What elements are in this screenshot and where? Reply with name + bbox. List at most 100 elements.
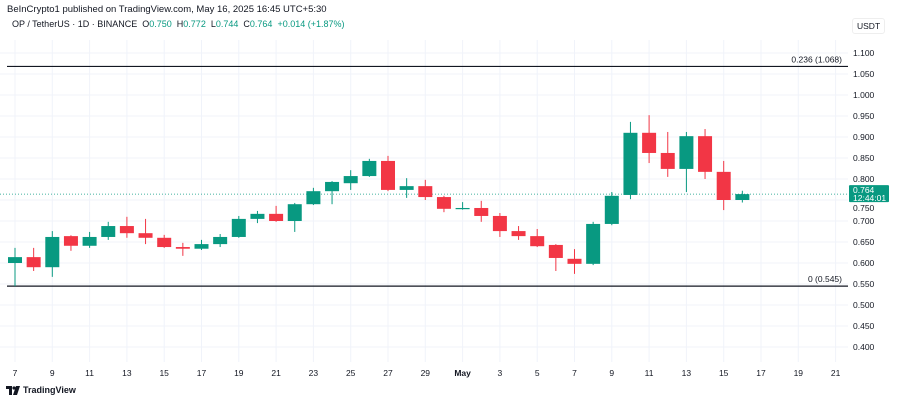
fib-level-label: 0.236 (1.068)	[791, 54, 842, 64]
y-tick-label: 0.500	[853, 300, 875, 310]
close-label: C	[243, 19, 250, 29]
candle-down	[436, 197, 451, 209]
brand-name: TradingView	[23, 385, 76, 395]
y-tick-label: 0.400	[853, 342, 875, 352]
high-value: 0.772	[183, 19, 206, 29]
candle-down	[63, 236, 78, 246]
candle-down	[511, 231, 526, 237]
y-tick-label: 0.950	[853, 111, 875, 121]
candle-up	[455, 207, 470, 210]
last-price-badge	[849, 185, 889, 203]
open-label: O	[142, 19, 150, 29]
candle-down	[381, 160, 395, 190]
x-tick-label: 23	[309, 368, 319, 378]
fib-level-label: 0 (0.545)	[808, 274, 842, 284]
x-tick-label: 7	[13, 368, 18, 378]
y-tick-label: 0.800	[853, 174, 875, 184]
low-label: L	[210, 19, 216, 29]
x-tick-label: 17	[197, 368, 207, 378]
currency-label[interactable]: USDT	[852, 18, 886, 34]
y-tick-label: 0.650	[853, 237, 875, 247]
candle-up	[8, 257, 22, 263]
x-tick-label: 15	[159, 368, 169, 378]
candle-up	[82, 236, 97, 246]
x-tick-label: 11	[85, 368, 94, 378]
last-price-value: 0.764	[853, 185, 875, 195]
candle-down	[474, 207, 489, 216]
candle-down	[530, 236, 545, 247]
x-tick-label: 21	[271, 368, 281, 378]
x-tick-label: 29	[421, 368, 431, 378]
candle-up	[325, 181, 340, 192]
candle-down	[418, 186, 433, 198]
candle-down	[642, 132, 657, 153]
x-tick-label: 5	[535, 368, 540, 378]
close-value: 0.764	[249, 19, 273, 29]
symbol-label: OP / TetherUS · 1D · BINANCE	[12, 19, 138, 29]
candle-up	[362, 160, 377, 177]
candle-up	[213, 236, 228, 245]
x-tick-label: 9	[50, 368, 55, 378]
y-tick-label: 0.550	[853, 279, 875, 289]
published-caption: BeInCrypto1 published on TradingView.com…	[7, 4, 327, 15]
candle-down	[175, 247, 190, 249]
x-tick-label: 25	[346, 368, 356, 378]
x-tick-label: May	[454, 368, 471, 378]
candle-up	[45, 236, 60, 268]
x-tick-label: 19	[234, 368, 244, 378]
candle-up	[287, 204, 302, 221]
y-tick-label: 0.900	[853, 132, 875, 142]
tradingview-logo-icon	[6, 385, 20, 395]
x-tick-label: 9	[609, 368, 614, 378]
high-label: H	[176, 19, 184, 29]
y-tick-label: 0.700	[853, 216, 875, 226]
candle-down	[492, 215, 507, 232]
candle-down	[716, 171, 731, 200]
candle-up	[623, 132, 638, 195]
x-tick-label: 3	[498, 368, 503, 378]
candle-up	[399, 186, 414, 190]
x-tick-label: 15	[719, 368, 729, 378]
candle-up	[735, 194, 750, 200]
bar-countdown: 12:44:01	[853, 193, 886, 203]
x-tick-label: 17	[756, 368, 766, 378]
x-tick-label: 13	[682, 368, 692, 378]
x-tick-label: 27	[383, 368, 393, 378]
candle-down	[26, 257, 41, 268]
tradingview-logo[interactable]: TradingView	[6, 385, 76, 395]
y-tick-label: 1.100	[853, 48, 875, 58]
y-tick-label: 1.000	[853, 90, 875, 100]
candle-down	[698, 136, 713, 172]
candle-up	[679, 136, 694, 169]
candle-down	[157, 237, 172, 248]
candle-up	[250, 213, 265, 219]
change-value: +0.014 (+1.87%)	[277, 19, 345, 29]
x-tick-label: 7	[572, 368, 577, 378]
candle-down	[138, 233, 153, 238]
ohlc-legend: OP / TetherUS · 1D · BINANCE O0.750 H0.7…	[12, 19, 345, 29]
open-value: 0.750	[149, 19, 172, 29]
candle-up	[604, 195, 619, 224]
candle-down	[660, 152, 675, 169]
candle-up	[231, 218, 246, 237]
y-tick-label: 0.600	[853, 258, 875, 268]
low-value: 0.744	[215, 19, 239, 29]
candle-up	[306, 191, 321, 205]
candle-down	[269, 213, 284, 221]
y-tick-label: 0.850	[853, 153, 875, 163]
candle-up	[586, 223, 601, 264]
candle-down	[119, 226, 134, 234]
x-tick-label: 11	[645, 368, 654, 378]
candle-up	[194, 244, 209, 249]
candle-up	[101, 226, 116, 237]
y-tick-label: 0.750	[853, 203, 875, 213]
x-tick-label: 21	[831, 368, 841, 378]
candle-up	[343, 176, 358, 184]
y-tick-label: 0.450	[853, 321, 875, 331]
y-tick-label: 1.050	[853, 69, 875, 79]
candle-down	[567, 258, 582, 264]
x-tick-label: 13	[122, 368, 132, 378]
candle-down	[548, 244, 563, 258]
x-tick-label: 19	[794, 368, 804, 378]
